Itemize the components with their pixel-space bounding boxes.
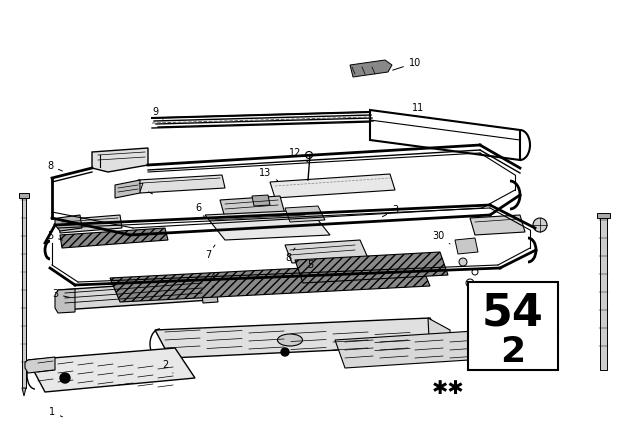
Text: 12: 12 — [289, 148, 308, 162]
Circle shape — [472, 269, 478, 275]
Ellipse shape — [278, 334, 303, 346]
Text: 6: 6 — [195, 203, 205, 218]
Circle shape — [459, 258, 467, 266]
Polygon shape — [138, 175, 225, 193]
Polygon shape — [28, 348, 195, 392]
Polygon shape — [455, 238, 478, 254]
Bar — [468, 282, 558, 370]
Text: 3: 3 — [383, 205, 398, 217]
Polygon shape — [295, 252, 448, 283]
Polygon shape — [597, 213, 610, 218]
Polygon shape — [155, 318, 445, 358]
Text: 2: 2 — [500, 336, 525, 370]
Polygon shape — [115, 180, 140, 198]
Text: 7: 7 — [205, 245, 215, 260]
Text: 1: 1 — [49, 407, 63, 417]
Text: 8: 8 — [47, 161, 63, 171]
Text: 11: 11 — [412, 103, 430, 118]
Polygon shape — [25, 357, 55, 373]
Polygon shape — [220, 196, 285, 218]
Text: 2: 2 — [162, 360, 173, 373]
Text: 5: 5 — [47, 231, 62, 241]
Polygon shape — [600, 215, 607, 370]
Polygon shape — [428, 318, 450, 358]
Polygon shape — [285, 206, 325, 222]
Polygon shape — [58, 280, 210, 310]
Text: 30: 30 — [432, 231, 450, 244]
Polygon shape — [22, 388, 26, 396]
Polygon shape — [470, 215, 525, 235]
Text: ✱✱: ✱✱ — [431, 379, 465, 397]
Circle shape — [60, 373, 70, 383]
Text: 3: 3 — [52, 289, 69, 299]
Text: 10: 10 — [393, 58, 421, 70]
Polygon shape — [285, 240, 368, 263]
Polygon shape — [22, 195, 26, 388]
Text: 5: 5 — [302, 260, 313, 274]
Polygon shape — [60, 228, 168, 248]
Text: 7: 7 — [137, 183, 152, 194]
Polygon shape — [110, 262, 430, 302]
Polygon shape — [58, 215, 122, 233]
Circle shape — [281, 348, 289, 356]
Polygon shape — [252, 195, 270, 206]
Polygon shape — [200, 279, 218, 303]
Polygon shape — [205, 210, 330, 240]
Polygon shape — [19, 193, 29, 198]
Polygon shape — [270, 174, 395, 198]
Polygon shape — [55, 289, 75, 313]
Text: 54: 54 — [482, 291, 544, 334]
Text: 4: 4 — [210, 273, 216, 288]
Polygon shape — [92, 148, 148, 172]
Text: 13: 13 — [259, 168, 278, 181]
Text: 9: 9 — [152, 107, 163, 120]
Text: 8: 8 — [285, 248, 295, 263]
Polygon shape — [350, 60, 392, 77]
Polygon shape — [55, 215, 82, 231]
Circle shape — [533, 218, 547, 232]
Polygon shape — [335, 330, 500, 368]
